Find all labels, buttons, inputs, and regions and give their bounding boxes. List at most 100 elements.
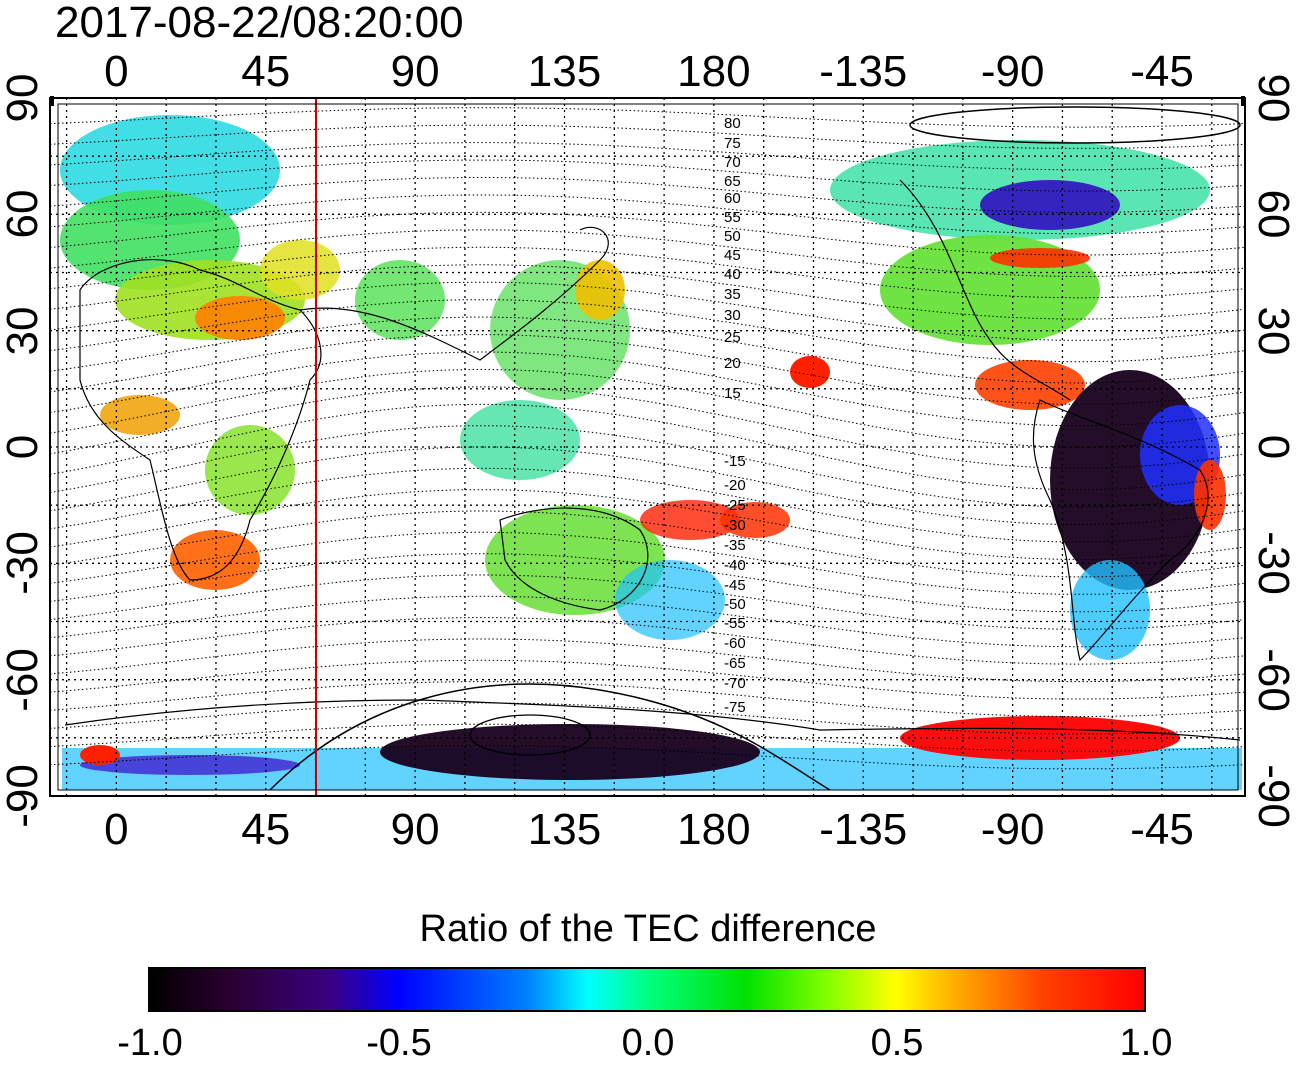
contour-line [50,142,1245,171]
contour-label: 60 [724,190,741,207]
axis-tick-label: -30 [1249,531,1296,596]
colorbar-tick-label: 0.0 [621,1022,675,1064]
axis-tick-label: -90 [980,805,1045,854]
axis-tick-label: 60 [0,189,47,239]
contour-label: -70 [724,675,746,692]
contour-line [50,489,1245,560]
contour-line [50,316,1245,384]
contour-label: -45 [724,577,746,594]
contour-label: -55 [724,615,746,632]
axis-tick-label: -90 [1249,764,1296,828]
contour-line [50,124,1245,149]
contour-line [50,386,1245,469]
colorbar [148,967,1146,1012]
contour-label: 20 [724,355,741,372]
colorbar-tick-label: -0.5 [366,1022,432,1064]
contour-label: 25 [724,329,741,346]
axis-tick-label: 90 [390,47,440,96]
axis-tick-label: 135 [527,47,602,96]
colorbar-tick-label: 0.5 [870,1022,924,1064]
contour-label: -75 [724,699,746,716]
contour-line [50,425,1245,508]
contour-line [50,334,1245,405]
axis-tick-label: 45 [241,47,291,96]
contour-label: 80 [724,115,741,132]
axis-tick-label: -90 [0,764,47,828]
axis-tick-label: 180 [677,47,751,96]
axis-tick-label: 0 [1249,434,1296,460]
contour-line [50,510,1245,578]
magnetic-latitude-contours [50,107,1245,770]
contour-line [50,531,1245,595]
axis-tick-label: -45 [1130,805,1194,854]
coastlines [64,179,1241,741]
contour-label: 75 [724,135,741,152]
contour-label: -20 [724,477,746,494]
south-polar-contour [269,683,831,791]
contour-label: -60 [724,635,746,652]
frame-ticks [50,96,1245,106]
contour-label: 40 [724,266,741,283]
contour-label: 50 [724,228,741,245]
axis-tick-label: -45 [1130,47,1194,96]
contour-label: 65 [724,173,741,190]
axis-tick-label: 60 [1249,189,1296,239]
contour-label: 70 [724,154,741,171]
contour-label: -25 [724,497,746,514]
contour-line [50,264,1245,320]
axis-tick-label: -90 [980,47,1045,96]
contour-line [50,299,1245,363]
axis-tick-label: 90 [1249,73,1296,123]
contour-label: -30 [724,517,746,534]
contour-line [50,659,1245,700]
axis-tick-label: 0 [104,805,129,854]
contour-label: 15 [724,385,741,402]
north-polar-contour [909,106,1241,144]
contour-line [50,617,1245,665]
frame-inner [57,103,1239,791]
contour-line [50,194,1245,235]
contour-label: 55 [724,209,741,226]
colorbar-tick-label: 1.0 [1119,1022,1173,1064]
contour-label: 45 [724,247,741,264]
contour-label: -50 [724,596,746,613]
axis-tick-label: 45 [241,805,291,854]
contour-line [50,229,1245,277]
contour-line [50,281,1245,341]
axis-tick-label: 180 [677,805,751,854]
axis-tick-label: -60 [0,647,47,712]
contour-label: -40 [724,557,746,574]
contour-label: 30 [724,307,741,324]
colorbar-title: Ratio of the TEC difference [419,908,877,950]
axis-tick-label: -135 [819,47,908,96]
colorbar-tick-label: -1.0 [117,1022,183,1064]
contour-line [50,745,1245,770]
axis-tick-label: 30 [0,306,47,356]
axis-tick-label: -135 [819,805,908,854]
plot-frame [49,97,1246,797]
contour-label: -15 [724,453,746,470]
contour-label: 35 [724,286,741,303]
axis-tick-label: 90 [390,805,440,854]
axis-tick-label: -30 [0,531,47,596]
contour-line [50,211,1245,256]
contour-line [50,246,1245,299]
contour-label: -65 [724,655,746,672]
axis-tick-label: 0 [104,47,129,96]
axis-tick-label: -60 [1249,647,1296,712]
contour-line [50,403,1245,491]
contour-line [50,107,1245,128]
south-pole-loop [469,714,591,756]
axis-tick-label: 135 [527,805,602,854]
axis-tick-label: 0 [0,434,47,460]
contour-line [50,638,1245,683]
axis-tick-label: 90 [0,73,47,123]
contour-line [50,723,1245,752]
graticule [50,98,1245,796]
contour-line [50,574,1245,630]
contour-label: -35 [724,537,746,554]
contour-line [50,595,1245,648]
axis-tick-label: 30 [1249,306,1296,356]
